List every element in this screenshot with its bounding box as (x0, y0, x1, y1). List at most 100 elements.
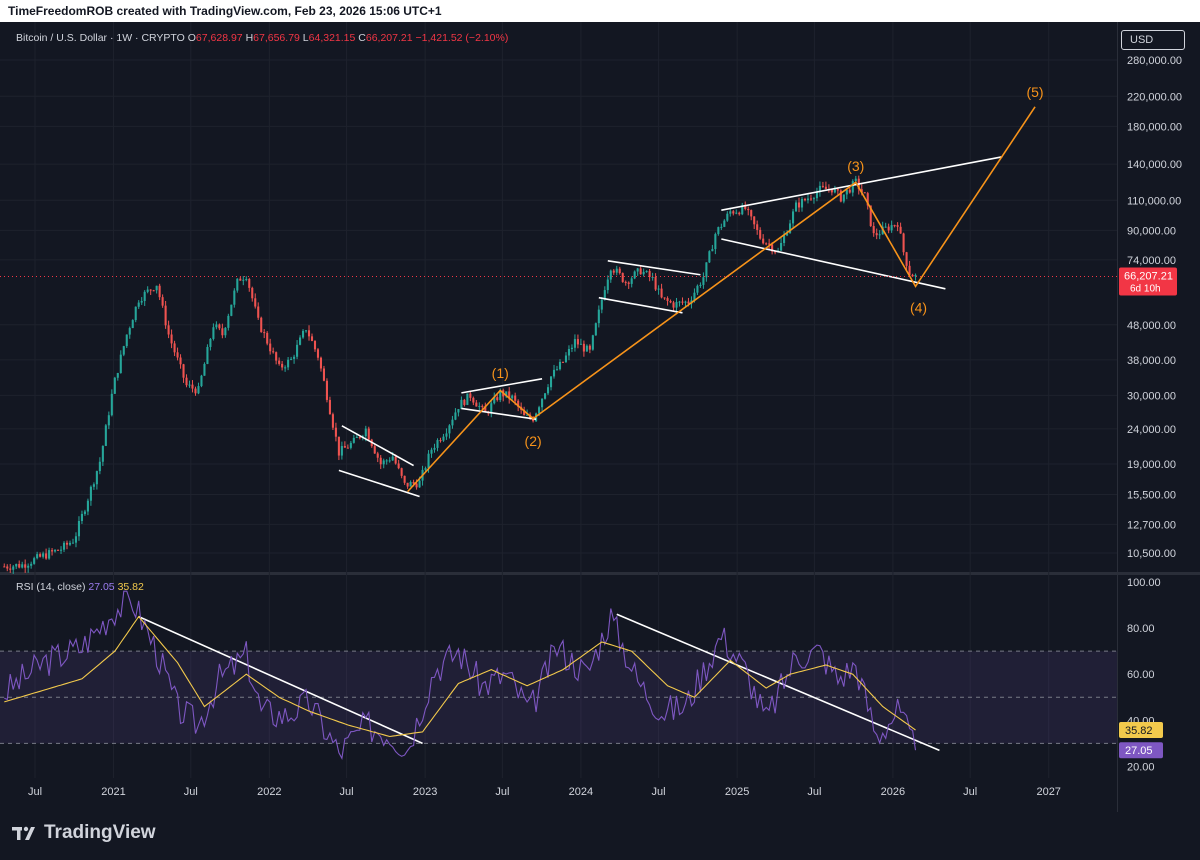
candle-down (472, 396, 475, 406)
low-label: L (302, 32, 309, 44)
high-value: 67,656.79 (253, 32, 300, 44)
candle-body (702, 277, 705, 285)
candle-body (176, 352, 179, 358)
candle-body (146, 289, 149, 292)
elliott-wave[interactable]: (1) (2) (3) (4) (5) (407, 84, 1044, 493)
candle-body (325, 380, 328, 400)
candle-up (388, 457, 391, 463)
candle-body (493, 397, 496, 404)
candle-down (738, 211, 741, 216)
candle-body (122, 346, 125, 355)
candle-body (603, 290, 606, 300)
time-tick-label: 2027 (1036, 786, 1060, 798)
time-tick-label: 2024 (569, 786, 593, 798)
candle-down (762, 234, 765, 245)
rsi-title[interactable]: RSI (14, close) (16, 581, 86, 593)
candle-body (600, 299, 603, 310)
chart-canvas[interactable]: (1) (2) (3) (4) (5) 280,000.00 220,000.00 180,… (0, 0, 1200, 812)
candle-body (845, 189, 848, 195)
candle-down (827, 184, 830, 193)
candle-down (648, 268, 651, 282)
channel-upper-2024 (607, 260, 701, 276)
currency-button[interactable]: USD (1121, 30, 1185, 50)
candle-body (597, 309, 600, 324)
candle-body (21, 564, 24, 568)
candle-up (436, 438, 439, 452)
candle-down (281, 360, 284, 371)
candle-down (334, 422, 337, 442)
price-pane[interactable] (0, 22, 1117, 572)
price-tick-label: 15,500.00 (1127, 490, 1176, 502)
candle-body (657, 288, 660, 290)
candle-body (541, 398, 544, 408)
candle-body (15, 563, 18, 567)
pane-separator[interactable] (0, 572, 1200, 575)
rsi-legend: RSI (14, close) 27.05 35.82 (16, 581, 144, 593)
candle-up (564, 352, 568, 364)
candle-body (263, 332, 266, 334)
candle-body (660, 288, 663, 298)
candle-body (735, 212, 738, 214)
candle-down (830, 189, 833, 196)
candle-body (137, 302, 140, 307)
candle-body (463, 399, 466, 405)
candle-down (654, 273, 657, 291)
price-tick-label: 19,000.00 (1127, 459, 1176, 471)
candle-body (538, 407, 541, 414)
candle-body (615, 268, 618, 273)
price-axis[interactable] (1117, 22, 1200, 572)
candle-body (768, 243, 771, 245)
candle-up (89, 485, 92, 506)
candle-body (642, 271, 645, 275)
candle-body (612, 270, 615, 273)
candle-body (54, 549, 57, 552)
candle-body (394, 456, 397, 464)
candle-down (6, 564, 9, 572)
candle-down (836, 187, 839, 196)
candle-down (905, 251, 908, 271)
candle-body (125, 334, 128, 347)
symbol-title[interactable]: Bitcoin / U.S. Dollar · 1W · CRYPTO (16, 32, 185, 44)
candle-down (343, 441, 346, 448)
close-value: 66,207.21 (365, 32, 413, 44)
candle-up (780, 238, 783, 251)
candle-body (546, 387, 550, 394)
candle-body (723, 220, 726, 227)
candle-body (606, 279, 609, 291)
tradingview-logo[interactable]: TradingView (12, 822, 156, 844)
candle-up (48, 547, 51, 560)
candle-up (299, 335, 302, 346)
candle-body (358, 437, 361, 439)
candle-body (51, 550, 54, 552)
candle-body (905, 252, 908, 266)
candle-body (3, 566, 6, 568)
candle-body (27, 565, 30, 568)
candle-up (116, 372, 119, 381)
candle-body (484, 406, 487, 413)
candle-up (36, 551, 39, 560)
time-tick-label: Jul (28, 786, 42, 798)
candle-body (406, 482, 409, 487)
candle-body (451, 419, 454, 426)
candle-body (45, 553, 48, 559)
candle-body (62, 542, 66, 550)
candle-body (523, 409, 526, 416)
candle-body (908, 265, 911, 275)
candle-down (750, 209, 753, 221)
candle-body (806, 198, 810, 201)
candle-up (511, 394, 514, 401)
candle-body (854, 178, 857, 182)
candle-up (137, 300, 140, 309)
candle-body (675, 301, 678, 308)
candle-up (12, 564, 15, 574)
candle-down (185, 374, 188, 388)
rsi-tick-label: 20.00 (1127, 761, 1155, 773)
candle-up (21, 561, 24, 569)
candle-body (848, 189, 851, 193)
candle-body (143, 291, 146, 301)
candle-down (51, 548, 54, 556)
candle-body (645, 271, 648, 273)
candle-body (896, 225, 899, 227)
trendlines[interactable] (138, 155, 1003, 752)
wave-label: (2) (525, 433, 542, 449)
